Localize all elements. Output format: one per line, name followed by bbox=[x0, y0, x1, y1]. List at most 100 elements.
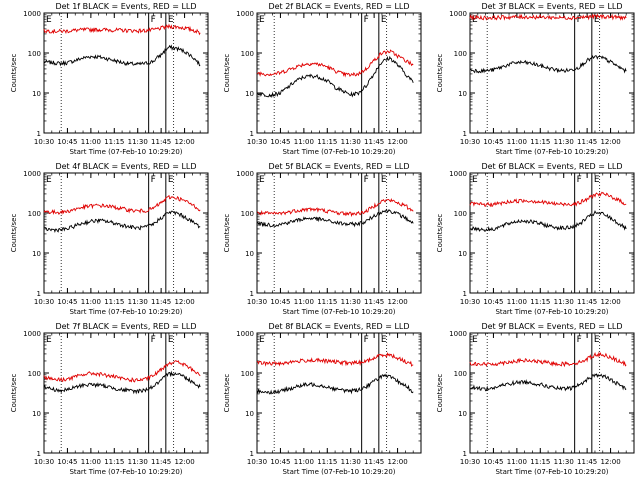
y-tick-label: 1000 bbox=[236, 10, 254, 18]
lld-series-line bbox=[469, 351, 627, 368]
x-tick-label: 10:45 bbox=[483, 458, 503, 466]
x-tick-label: 11:30 bbox=[128, 138, 148, 146]
x-tick-label: 11:00 bbox=[507, 458, 527, 466]
lld-series-line bbox=[43, 194, 201, 216]
flag-label: F bbox=[577, 15, 582, 25]
y-tick-label: 10 bbox=[458, 410, 467, 418]
x-tick-label: 11:00 bbox=[507, 138, 527, 146]
x-tick-label: 10:30 bbox=[460, 138, 480, 146]
y-tick-label: 100 bbox=[454, 210, 467, 218]
x-tick-label: 10:45 bbox=[483, 138, 503, 146]
x-axis-label: Start Time (07-Feb-10 10:29:20) bbox=[69, 468, 182, 476]
x-tick-label: 11:30 bbox=[128, 458, 148, 466]
x-tick-label: 12:00 bbox=[387, 458, 407, 466]
lld-series-line bbox=[469, 191, 627, 208]
y-tick-label: 1000 bbox=[23, 330, 41, 338]
x-tick-label: 10:30 bbox=[34, 298, 54, 306]
x-tick-label: 11:00 bbox=[81, 298, 101, 306]
x-tick-label: 12:00 bbox=[174, 298, 194, 306]
flag-label: E bbox=[594, 335, 600, 345]
y-axis-label: Counts/sec bbox=[10, 374, 18, 413]
x-tick-label: 11:15 bbox=[317, 458, 337, 466]
x-axis-label: Start Time (07-Feb-10 10:29:20) bbox=[282, 148, 395, 156]
flag-label: E bbox=[259, 175, 265, 185]
x-tick-label: 10:30 bbox=[34, 458, 54, 466]
plot-frame bbox=[43, 12, 209, 134]
events-series-line bbox=[469, 373, 627, 392]
x-tick-label: 10:30 bbox=[247, 298, 267, 306]
x-tick-label: 11:00 bbox=[294, 298, 314, 306]
chart-panel-1: Det 1f BLACK = Events, RED = LLD 1 10 100 10… bbox=[10, 2, 209, 156]
x-tick-label: 11:00 bbox=[507, 298, 527, 306]
y-tick-label: 1 bbox=[250, 450, 254, 458]
lld-series-line bbox=[256, 49, 414, 78]
x-tick-label: 10:45 bbox=[270, 138, 290, 146]
y-axis-label: Counts/sec bbox=[223, 54, 231, 93]
x-axis-label: Start Time (07-Feb-10 10:29:20) bbox=[282, 308, 395, 316]
y-axis-label: Counts/sec bbox=[10, 214, 18, 253]
x-tick-label: 11:15 bbox=[104, 298, 124, 306]
chart-title: Det 5f BLACK = Events, RED = LLD bbox=[268, 162, 409, 171]
x-tick-label: 11:45 bbox=[151, 458, 171, 466]
y-tick-label: 100 bbox=[241, 50, 254, 58]
flag-label: E bbox=[381, 15, 387, 25]
flag-label: E bbox=[168, 175, 174, 185]
y-tick-label: 1000 bbox=[449, 170, 467, 178]
x-tick-label: 11:45 bbox=[151, 298, 171, 306]
chart-title: Det 3f BLACK = Events, RED = LLD bbox=[481, 2, 622, 11]
lld-series-line bbox=[43, 23, 201, 36]
x-tick-label: 11:45 bbox=[577, 138, 597, 146]
x-tick-label: 11:30 bbox=[554, 138, 574, 146]
y-axis-label: Counts/sec bbox=[436, 54, 444, 93]
y-tick-label: 1 bbox=[37, 130, 41, 138]
x-tick-label: 11:30 bbox=[341, 138, 361, 146]
events-series-line bbox=[44, 210, 201, 234]
chart-panel-7: Det 7f BLACK = Events, RED = LLD 1 10 100 10… bbox=[10, 322, 209, 476]
y-axis-label: Counts/sec bbox=[10, 54, 18, 93]
events-series-line bbox=[256, 373, 414, 395]
y-axis-label: Counts/sec bbox=[223, 374, 231, 413]
flag-label: E bbox=[472, 335, 478, 345]
flag-label: E bbox=[46, 335, 52, 345]
flag-label: F bbox=[151, 15, 156, 25]
plot-frame bbox=[43, 172, 209, 294]
x-tick-label: 11:15 bbox=[530, 298, 550, 306]
y-tick-label: 10 bbox=[32, 410, 41, 418]
y-tick-label: 1000 bbox=[236, 330, 254, 338]
y-tick-label: 10 bbox=[458, 90, 467, 98]
x-tick-label: 10:30 bbox=[460, 298, 480, 306]
y-tick-label: 1000 bbox=[23, 170, 41, 178]
y-tick-label: 1000 bbox=[236, 170, 254, 178]
x-tick-label: 11:30 bbox=[128, 298, 148, 306]
y-axis-label: Counts/sec bbox=[436, 214, 444, 253]
x-axis-label: Start Time (07-Feb-10 10:29:20) bbox=[69, 308, 182, 316]
chart-panel-8: Det 8f BLACK = Events, RED = LLD 1 10 100 10… bbox=[223, 322, 422, 476]
x-tick-label: 12:00 bbox=[387, 138, 407, 146]
y-tick-label: 100 bbox=[241, 210, 254, 218]
x-tick-label: 10:30 bbox=[247, 458, 267, 466]
chart-title: Det 7f BLACK = Events, RED = LLD bbox=[55, 322, 196, 331]
y-tick-label: 1 bbox=[463, 450, 467, 458]
x-tick-label: 10:45 bbox=[57, 138, 77, 146]
plot-frame bbox=[43, 332, 209, 454]
events-series-line bbox=[469, 55, 627, 74]
y-tick-label: 1 bbox=[463, 130, 467, 138]
flag-label: E bbox=[472, 15, 478, 25]
flag-label: E bbox=[594, 15, 600, 25]
x-tick-label: 11:30 bbox=[341, 458, 361, 466]
flag-label: E bbox=[472, 175, 478, 185]
lld-series-line bbox=[43, 360, 201, 383]
lld-series-line bbox=[257, 198, 414, 218]
y-axis-label: Counts/sec bbox=[223, 214, 231, 253]
chart-panel-3: Det 3f BLACK = Events, RED = LLD 1 10 100 10… bbox=[436, 2, 635, 156]
x-tick-label: 10:30 bbox=[34, 138, 54, 146]
x-tick-label: 11:15 bbox=[317, 138, 337, 146]
y-tick-label: 1 bbox=[463, 290, 467, 298]
y-tick-label: 100 bbox=[454, 50, 467, 58]
x-tick-label: 11:15 bbox=[530, 138, 550, 146]
x-tick-label: 11:30 bbox=[554, 298, 574, 306]
events-series-line bbox=[256, 55, 414, 99]
flag-label: F bbox=[151, 175, 156, 185]
x-tick-label: 10:30 bbox=[460, 458, 480, 466]
y-tick-label: 100 bbox=[28, 50, 41, 58]
